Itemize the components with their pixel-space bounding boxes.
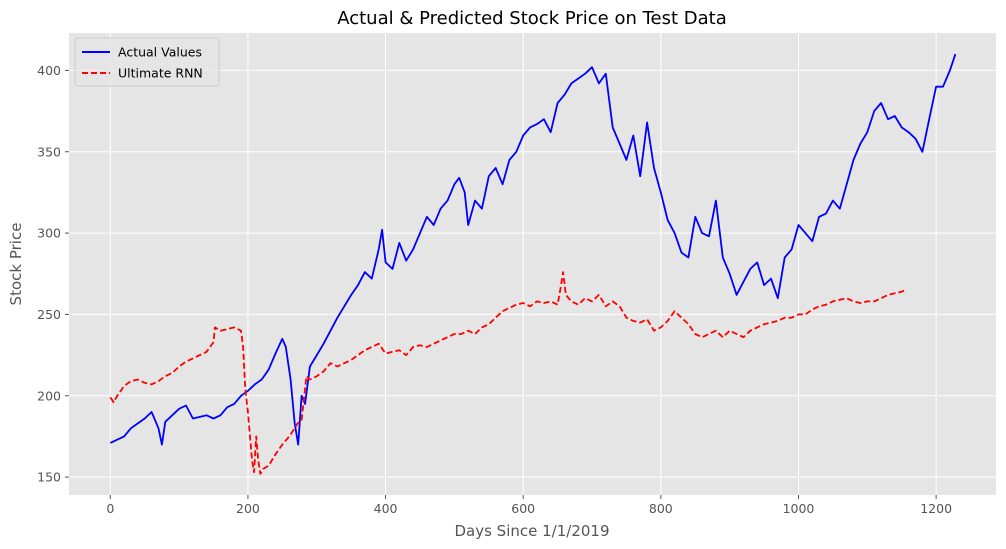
y-tick-label: 250 (37, 307, 61, 322)
y-tick-label: 400 (37, 63, 61, 78)
plot-area (69, 33, 996, 495)
legend-label-rnn: Ultimate RNN (118, 66, 203, 81)
legend: Actual Values Ultimate RNN (74, 37, 220, 87)
legend-box (74, 37, 220, 87)
x-tick-label: 1200 (920, 501, 952, 516)
ticks: 0 200 400 600 800 1000 1200 150 200 250 300 350 400 (37, 63, 952, 516)
series-line-ultimate-rnn (109, 271, 906, 475)
x-tick-label: 200 (236, 501, 260, 516)
x-tick-label: 600 (511, 501, 535, 516)
y-tick-label: 150 (37, 470, 61, 485)
grid (69, 33, 996, 495)
y-tick-label: 350 (37, 144, 61, 159)
x-tick-label: 400 (374, 501, 398, 516)
y-tick-label: 300 (37, 226, 61, 241)
series-layer (109, 53, 957, 475)
legend-label-actual: Actual Values (118, 45, 202, 60)
x-tick-label: 1000 (783, 501, 815, 516)
series-line-actual-values (109, 53, 957, 446)
y-tick-label: 200 (37, 388, 61, 403)
x-axis-label: Days Since 1/1/2019 (454, 522, 609, 540)
x-tick-label: 0 (106, 501, 114, 516)
chart-title: Actual & Predicted Stock Price on Test D… (337, 8, 727, 29)
y-axis-label: Stock Price (7, 223, 25, 306)
x-tick-label: 800 (649, 501, 673, 516)
